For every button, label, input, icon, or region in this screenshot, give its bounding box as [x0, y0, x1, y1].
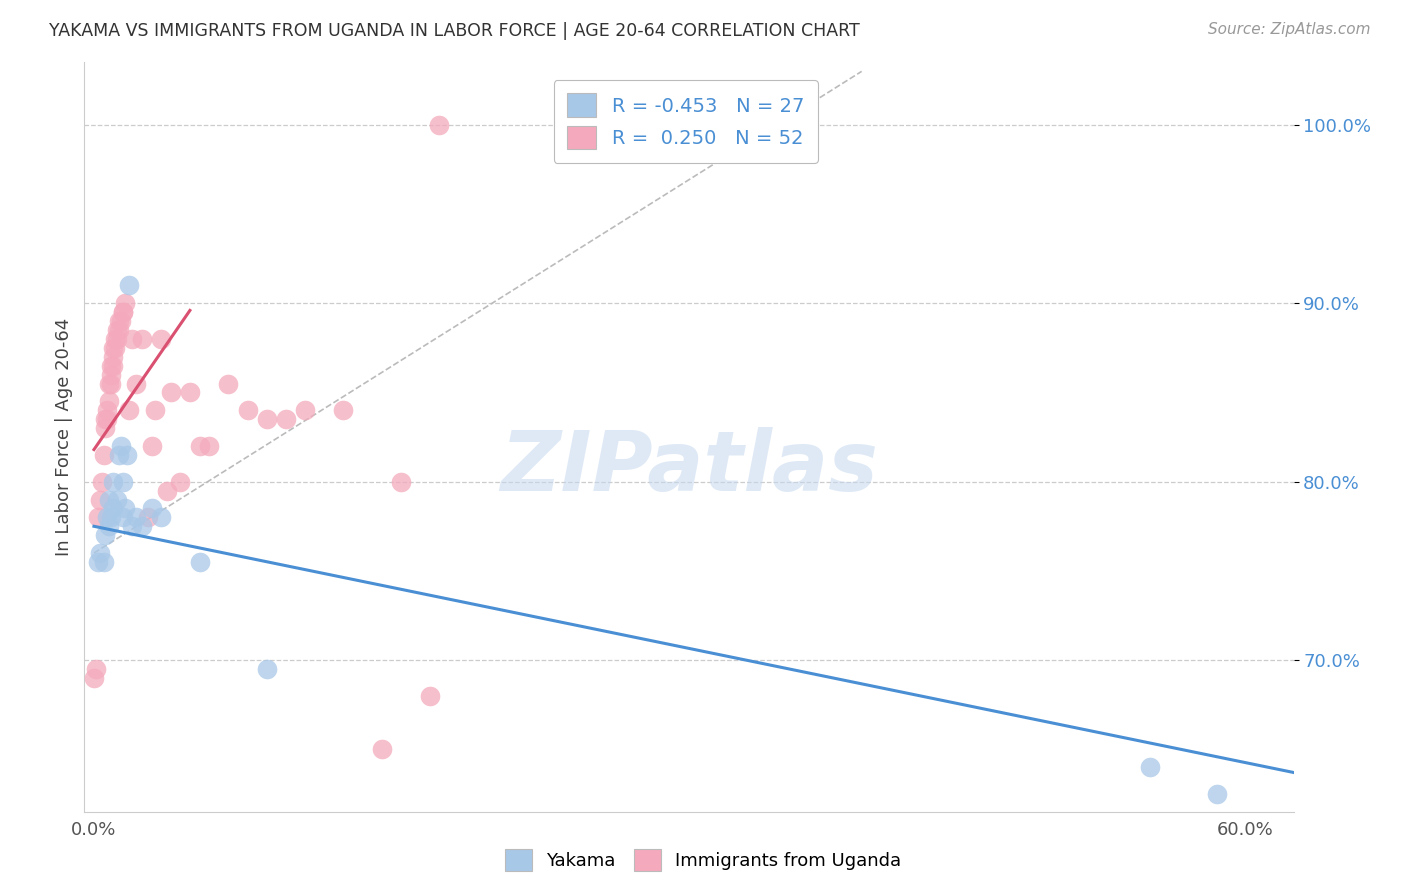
Point	[141, 501, 163, 516]
Point	[371, 742, 394, 756]
Legend: Yakama, Immigrants from Uganda: Yakama, Immigrants from Uganda	[498, 842, 908, 879]
Point	[389, 475, 412, 489]
Point	[96, 510, 118, 524]
Point	[159, 385, 181, 400]
Point	[114, 501, 136, 516]
Point	[429, 118, 451, 132]
Point	[131, 519, 153, 533]
Point	[131, 332, 153, 346]
Point	[105, 323, 128, 337]
Point	[93, 448, 115, 462]
Point	[125, 510, 148, 524]
Text: ZIPatlas: ZIPatlas	[501, 426, 877, 508]
Point	[111, 305, 134, 319]
Point	[111, 510, 134, 524]
Point	[236, 403, 259, 417]
Point	[256, 662, 278, 676]
Point	[101, 350, 124, 364]
Point	[150, 510, 173, 524]
Point	[117, 403, 139, 417]
Point	[1205, 787, 1227, 801]
Point	[98, 519, 121, 533]
Point	[169, 475, 191, 489]
Point	[115, 448, 138, 462]
Point	[104, 341, 127, 355]
Point	[256, 412, 278, 426]
Point	[105, 492, 128, 507]
Point	[188, 555, 211, 569]
Point	[108, 448, 131, 462]
Text: Source: ZipAtlas.com: Source: ZipAtlas.com	[1208, 22, 1371, 37]
Point	[90, 475, 112, 489]
Point	[156, 483, 179, 498]
Point	[150, 332, 173, 346]
Point	[145, 403, 167, 417]
Point	[274, 412, 297, 426]
Point	[83, 671, 105, 685]
Point	[110, 314, 132, 328]
Point	[332, 403, 354, 417]
Point	[108, 323, 131, 337]
Point	[98, 492, 121, 507]
Point	[111, 305, 134, 319]
Point	[100, 510, 122, 524]
Point	[101, 359, 124, 373]
Legend: R = -0.453   N = 27, R =  0.250   N = 52: R = -0.453 N = 27, R = 0.250 N = 52	[554, 79, 818, 163]
Point	[98, 376, 121, 391]
Point	[117, 278, 139, 293]
Point	[89, 492, 111, 507]
Point	[101, 341, 124, 355]
Point	[198, 439, 221, 453]
Point	[94, 421, 117, 435]
Point	[84, 662, 107, 676]
Point	[125, 376, 148, 391]
Point	[105, 332, 128, 346]
Point	[136, 510, 159, 524]
Point	[111, 475, 134, 489]
Text: YAKAMA VS IMMIGRANTS FROM UGANDA IN LABOR FORCE | AGE 20-64 CORRELATION CHART: YAKAMA VS IMMIGRANTS FROM UGANDA IN LABO…	[49, 22, 860, 40]
Point	[188, 439, 211, 453]
Point	[217, 376, 239, 391]
Point	[96, 412, 118, 426]
Point	[121, 332, 143, 346]
Point	[87, 510, 110, 524]
Point	[121, 519, 143, 533]
Point	[87, 555, 110, 569]
Point	[100, 368, 122, 382]
Point	[294, 403, 316, 417]
Point	[108, 314, 131, 328]
Point	[101, 475, 124, 489]
Point	[98, 394, 121, 409]
Point	[114, 296, 136, 310]
Point	[110, 439, 132, 453]
Point	[179, 385, 201, 400]
Point	[89, 546, 111, 560]
Point	[104, 332, 127, 346]
Point	[93, 555, 115, 569]
Point	[419, 689, 441, 703]
Point	[100, 376, 122, 391]
Point	[100, 359, 122, 373]
Point	[101, 501, 124, 516]
Point	[94, 528, 117, 542]
Point	[96, 403, 118, 417]
Point	[94, 412, 117, 426]
Point	[141, 439, 163, 453]
Y-axis label: In Labor Force | Age 20-64: In Labor Force | Age 20-64	[55, 318, 73, 557]
Point	[1139, 760, 1161, 774]
